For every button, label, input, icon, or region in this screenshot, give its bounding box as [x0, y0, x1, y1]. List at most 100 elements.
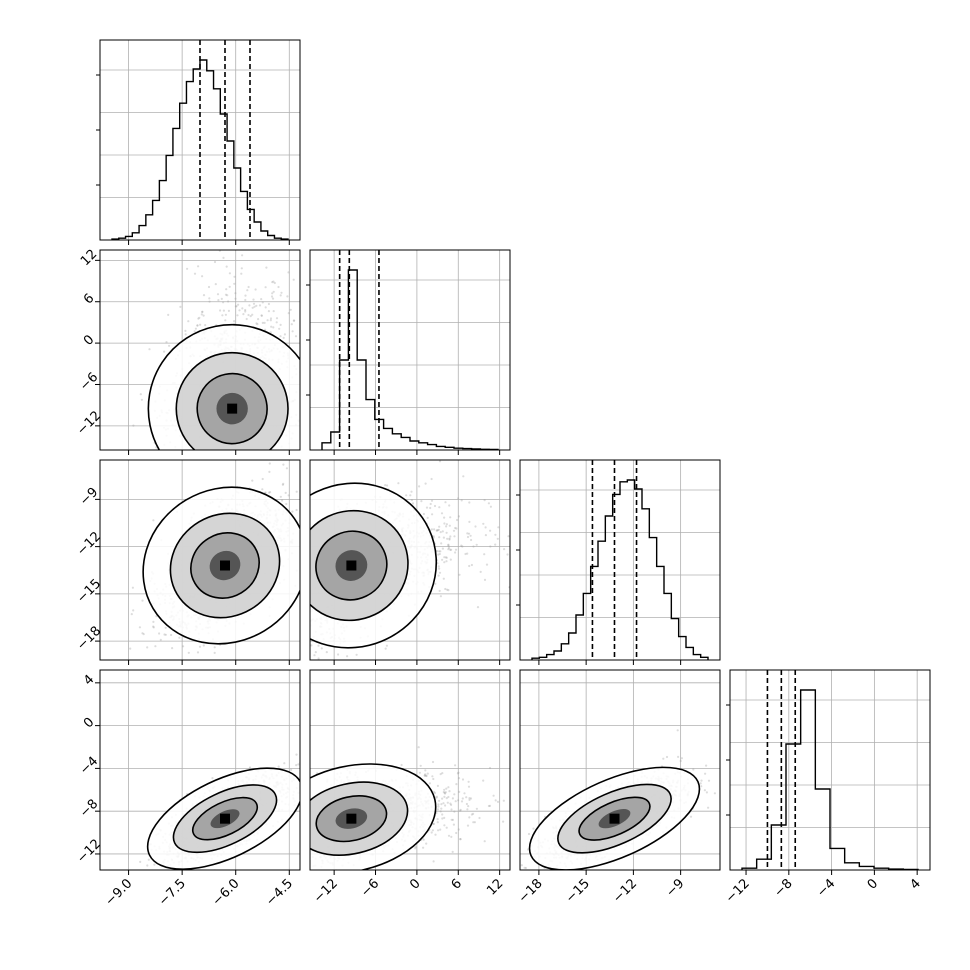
sample-point — [410, 499, 413, 502]
contour-line — [196, 372, 268, 445]
sample-point — [227, 460, 229, 462]
sample-point — [489, 545, 492, 548]
sample-point — [460, 544, 463, 547]
sample-point — [271, 281, 274, 284]
sample-point — [397, 482, 400, 485]
sample-point — [285, 502, 288, 506]
sample-point — [222, 309, 225, 312]
scatter-panel-3-0 — [99, 669, 301, 875]
sample-point — [301, 511, 303, 513]
sample-point — [251, 306, 254, 309]
sample-point — [228, 285, 231, 288]
sample-point — [295, 753, 298, 756]
sample-point — [184, 333, 187, 336]
sample-point — [171, 647, 174, 650]
sample-point — [484, 534, 487, 537]
sample-point — [410, 490, 413, 493]
sample-point — [447, 544, 450, 547]
sample-point — [431, 513, 434, 516]
sample-point — [225, 453, 227, 455]
sample-point — [234, 305, 237, 308]
sample-point — [287, 271, 290, 274]
sample-point — [247, 285, 250, 289]
sample-point — [272, 280, 275, 283]
sample-point — [256, 323, 259, 326]
sample-point — [312, 314, 314, 316]
sample-point — [202, 454, 204, 456]
sample-point — [433, 528, 436, 531]
sample-point — [458, 573, 461, 576]
sample-point — [466, 535, 470, 539]
sample-point — [303, 611, 305, 613]
sample-point — [163, 350, 166, 353]
sample-point — [234, 292, 237, 295]
sample-point — [282, 463, 285, 466]
sample-point — [302, 414, 304, 416]
sample-point — [243, 461, 245, 463]
sample-point — [436, 529, 439, 532]
sample-point — [454, 548, 458, 551]
sample-point — [474, 525, 477, 528]
sample-point — [202, 294, 206, 297]
sample-point — [443, 516, 446, 519]
sample-point — [139, 860, 142, 863]
sample-point — [371, 453, 373, 455]
sample-point — [208, 297, 211, 300]
sample-point — [227, 300, 230, 303]
sample-point — [269, 331, 272, 334]
sample-point — [295, 490, 298, 493]
sample-point — [279, 323, 282, 326]
panel-frame — [99, 249, 301, 451]
sample-point — [449, 548, 452, 551]
contour-line — [315, 530, 388, 601]
sample-point — [130, 613, 133, 616]
sample-point — [286, 295, 289, 298]
sample-point — [196, 324, 199, 327]
sample-point — [281, 483, 284, 486]
sample-point — [152, 519, 155, 522]
sample-point — [429, 502, 432, 506]
sample-point — [405, 494, 408, 497]
sample-point — [282, 336, 285, 339]
sample-point — [212, 452, 214, 454]
sample-point — [213, 651, 216, 654]
sample-point — [197, 265, 200, 268]
sample-point — [155, 615, 158, 618]
sample-point — [437, 553, 440, 556]
sample-point — [457, 497, 460, 500]
sample-point — [475, 543, 478, 546]
sample-point — [470, 538, 473, 542]
contour-line — [169, 512, 281, 619]
sample-point — [211, 777, 214, 780]
sample-point — [191, 450, 193, 452]
sample-point — [313, 421, 315, 423]
histogram-panel-0 — [96, 39, 301, 241]
sample-point — [220, 297, 223, 300]
sample-point — [277, 285, 280, 289]
sample-point — [446, 537, 449, 540]
sample-point — [208, 300, 211, 303]
sample-point — [445, 525, 448, 528]
sample-point — [438, 460, 442, 463]
sample-point — [201, 275, 204, 278]
sample-point — [305, 593, 307, 595]
sample-point — [302, 518, 304, 520]
sample-point — [430, 499, 434, 502]
sample-point — [307, 489, 309, 491]
sample-point — [437, 565, 440, 568]
sample-point — [241, 254, 244, 257]
sample-point — [146, 646, 149, 649]
sample-point — [179, 873, 181, 875]
panel-frame — [99, 39, 301, 241]
sample-point — [225, 265, 228, 268]
sample-point — [224, 313, 227, 316]
sample-point — [307, 643, 309, 645]
sample-point — [267, 302, 270, 306]
sample-point — [289, 308, 292, 311]
sample-point — [442, 577, 445, 580]
sample-point — [437, 574, 440, 577]
sample-point — [305, 365, 307, 367]
sample-point — [483, 553, 486, 556]
sample-point — [261, 488, 264, 491]
sample-point — [438, 525, 441, 528]
